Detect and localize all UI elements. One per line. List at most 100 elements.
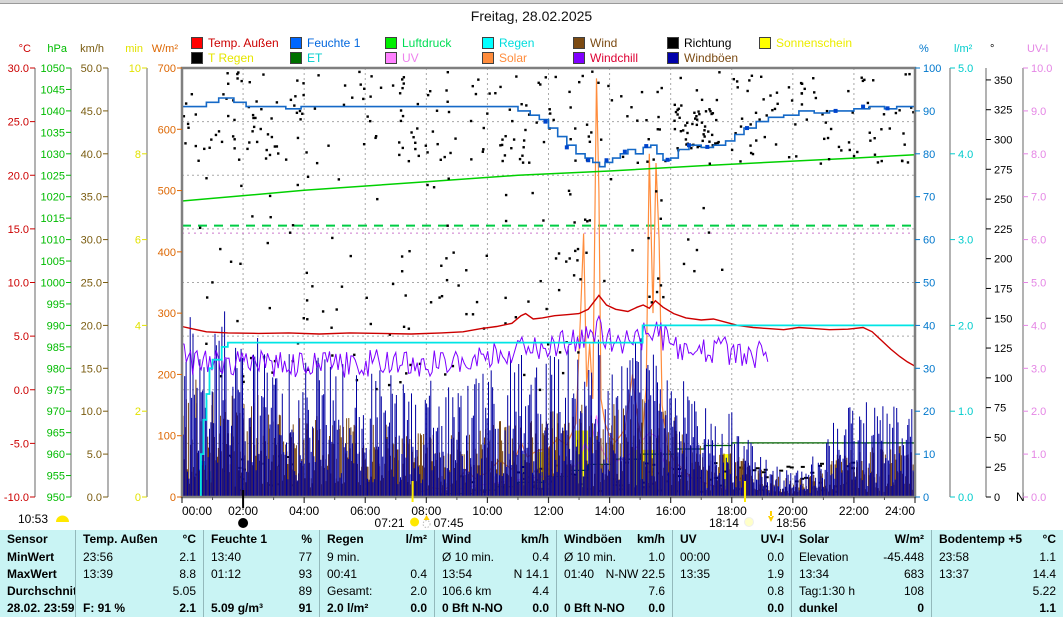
- svg-text:1.0: 1.0: [958, 406, 973, 418]
- svg-text:8: 8: [135, 149, 141, 161]
- series-richtung: [776, 102, 779, 106]
- legend-item-et: ET: [290, 51, 322, 65]
- svg-text:100: 100: [994, 373, 1012, 385]
- series-richtung: [404, 294, 407, 297]
- series-richtung: [814, 96, 818, 100]
- series-richtung: [435, 109, 439, 112]
- series-richtung: [398, 153, 401, 157]
- series-richtung: [508, 108, 512, 111]
- svg-text:60: 60: [923, 235, 935, 247]
- svg-text:275: 275: [994, 164, 1012, 176]
- series-richtung: [813, 91, 816, 94]
- series-richtung: [428, 89, 432, 93]
- series-richtung: [567, 189, 571, 193]
- legend-color-box: [482, 51, 494, 64]
- series-richtung: [548, 108, 551, 111]
- series-richtung: [764, 476, 769, 479]
- series-richtung: [226, 72, 229, 75]
- series-richtung: [331, 236, 334, 240]
- series-richtung: [702, 206, 705, 210]
- stat-cell: 7.6: [648, 583, 665, 598]
- series-richtung: [417, 154, 420, 158]
- series-richtung: [527, 113, 531, 116]
- svg-text:225: 225: [994, 224, 1012, 236]
- series-temp-außen: [181, 294, 916, 367]
- stat-cell: 01:12 93: [211, 566, 312, 581]
- series-richtung: [343, 84, 347, 87]
- series-richtung: [554, 75, 557, 79]
- series-richtung: [432, 186, 436, 189]
- series-richtung: [866, 101, 870, 105]
- legend-color-box: [573, 36, 585, 49]
- stat-cell: 01:40 N-NW 22.5: [564, 566, 665, 581]
- svg-text:10.0: 10.0: [8, 278, 29, 290]
- moon-icon: [56, 515, 69, 522]
- series-richtung: [576, 247, 580, 251]
- series-richtung: [400, 255, 404, 258]
- series-richtung: [576, 259, 579, 262]
- legend-item-richtung: Richtung: [667, 36, 731, 50]
- sun-outline-icon: [422, 520, 431, 528]
- series-richtung: [211, 281, 214, 284]
- series-richtung: [709, 110, 712, 113]
- series-richtung: [447, 110, 451, 114]
- series-richtung: [486, 112, 489, 115]
- series-richtung: [686, 131, 689, 135]
- series-richtung: [208, 146, 211, 149]
- series-richtung: [769, 94, 772, 97]
- series-richtung: [673, 103, 676, 107]
- legend-item-windchill: Windchill: [573, 51, 638, 65]
- series-richtung: [676, 113, 679, 116]
- x-tick-label: 20:00: [778, 504, 808, 518]
- series-richtung: [414, 147, 417, 151]
- svg-text:hPa: hPa: [47, 43, 67, 55]
- series-richtung: [676, 108, 679, 112]
- stat-cell: 5.05: [172, 583, 196, 598]
- series-richtung: [187, 126, 190, 129]
- legend-label: Feuchte 1: [307, 35, 361, 50]
- window-top-strip: [0, 0, 1063, 4]
- series-richtung: [868, 131, 871, 134]
- svg-text:1020: 1020: [41, 192, 65, 204]
- stat-cell: 13:54 N 14.1: [442, 566, 549, 581]
- series-richtung: [408, 249, 411, 253]
- series-richtung: [763, 135, 766, 139]
- x-tick-label: 22:00: [839, 504, 869, 518]
- series-richtung: [518, 157, 522, 161]
- legend-color-box: [191, 51, 203, 64]
- statistics-table: Sensor MinWert MaxWert Durchschnitt 28.02. 2…: [0, 530, 1063, 617]
- series-richtung: [510, 147, 513, 150]
- series-richtung: [205, 342, 208, 346]
- svg-text:1015: 1015: [41, 213, 65, 225]
- series-richtung: [222, 93, 225, 96]
- svg-text:0.0: 0.0: [958, 492, 973, 504]
- series-richtung: [531, 191, 534, 195]
- legend-item-windböen: Windböen: [667, 51, 738, 65]
- series-richtung: [673, 127, 677, 131]
- series-richtung: [760, 75, 763, 78]
- series-richtung: [330, 326, 333, 329]
- series-richtung: [860, 76, 863, 79]
- series-richtung: [837, 145, 841, 149]
- series-richtung: [848, 148, 851, 152]
- stat-cell: 0.8: [767, 583, 784, 598]
- series-richtung: [407, 327, 411, 330]
- series-richtung: [721, 268, 724, 272]
- stat-cell: 9 min.: [327, 549, 360, 564]
- series-richtung: [660, 199, 663, 202]
- series-richtung: [443, 155, 446, 159]
- series-richtung: [876, 161, 880, 164]
- legend-label: Wind: [590, 35, 618, 50]
- series-richtung: [416, 102, 420, 106]
- svg-text:%: %: [919, 43, 929, 55]
- stat-cell: 0.0: [767, 601, 784, 615]
- column-header: Temp. Außen °C: [83, 532, 196, 546]
- x-tick-label: 02:00: [228, 504, 258, 518]
- svg-text:90: 90: [923, 106, 935, 118]
- series-richtung: [387, 383, 391, 387]
- series-richtung: [863, 78, 866, 82]
- svg-text:30.0: 30.0: [8, 63, 29, 75]
- series-richtung: [331, 354, 334, 357]
- series-richtung: [847, 89, 850, 93]
- series-richtung: [800, 92, 803, 95]
